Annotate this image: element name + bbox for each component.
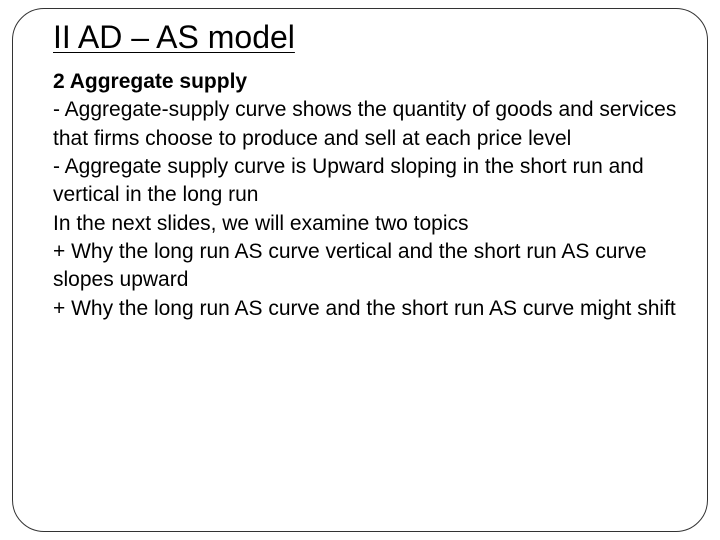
body-paragraph: - Aggregate-supply curve shows the quant… xyxy=(53,96,677,153)
body-paragraph: In the next slides, we will examine two … xyxy=(53,210,677,238)
body-paragraph: - Aggregate supply curve is Upward slopi… xyxy=(53,153,677,210)
slide-frame: II AD – AS model 2 Aggregate supply - Ag… xyxy=(12,8,708,532)
slide-subtitle: 2 Aggregate supply xyxy=(53,68,677,96)
body-paragraph: + Why the long run AS curve vertical and… xyxy=(53,238,677,295)
body-paragraph: + Why the long run AS curve and the shor… xyxy=(53,295,677,323)
slide-title: II AD – AS model xyxy=(53,19,677,56)
